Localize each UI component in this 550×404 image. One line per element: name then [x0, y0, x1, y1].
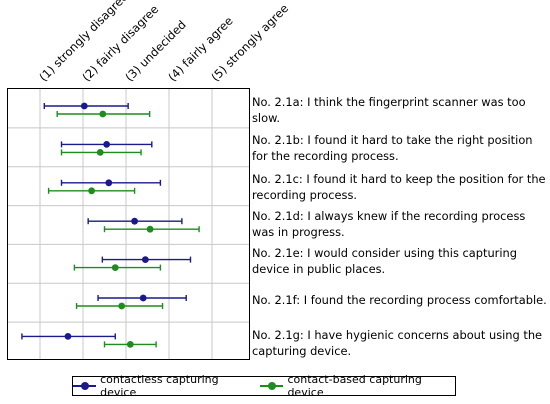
legend-swatch-contact: [260, 381, 284, 391]
item-5-contactless-mean: [141, 256, 149, 263]
question-label-3: No. 2.1c: I found it hard to keep the po…: [252, 172, 546, 202]
item-6-contact-mean: [118, 302, 126, 310]
item-6-contactless-mean: [139, 294, 147, 302]
question-label-5: No. 2.1e: I would consider using this ca…: [252, 246, 517, 276]
item-1-contactless-mean: [80, 102, 88, 110]
item-4-contactless-mean: [131, 217, 139, 225]
item-2-contact-mean: [96, 149, 104, 156]
tick-label-5: (5) strongly agree: [208, 1, 291, 84]
question-label-2: No. 2.1b: I found it hard to take the ri…: [252, 133, 533, 163]
item-7-contact-mean: [126, 341, 134, 348]
question-label-7: No. 2.1g: I have hygienic concerns about…: [252, 328, 543, 358]
item-1-contact-mean: [99, 110, 107, 118]
error-bars: [21, 102, 200, 348]
legend-swatch-contactless: [73, 381, 97, 391]
item-5-contact-mean: [111, 264, 119, 271]
plot-frame: [7, 88, 250, 360]
grid: [8, 88, 249, 360]
tick-labels: (1) strongly disagree(2) fairly disagree…: [36, 0, 291, 84]
item-3-contact-mean: [88, 187, 95, 195]
legend-item-contact: contact-based capturing device: [260, 373, 455, 399]
question-label-6: No. 2.1f: I found the recording process …: [252, 293, 547, 307]
legend-label-contactless: contactless capturing device: [100, 373, 219, 399]
question-label-4: No. 2.1d: I always knew if the recording…: [252, 209, 526, 239]
legend-item-contactless: contactless capturing device: [73, 373, 252, 399]
item-7-contactless-mean: [64, 333, 72, 340]
question-label-1: No. 2.1a: I think the fingerprint scanne…: [252, 95, 526, 125]
legend: contactless capturing device contact-bas…: [72, 373, 456, 399]
legend-label-contact: contact-based capturing device: [287, 373, 422, 399]
item-4-contact-mean: [146, 225, 154, 233]
item-2-contactless-mean: [103, 141, 111, 148]
item-3-contactless-mean: [105, 179, 113, 187]
tick-label-2: (2) fairly disagree: [79, 2, 161, 84]
